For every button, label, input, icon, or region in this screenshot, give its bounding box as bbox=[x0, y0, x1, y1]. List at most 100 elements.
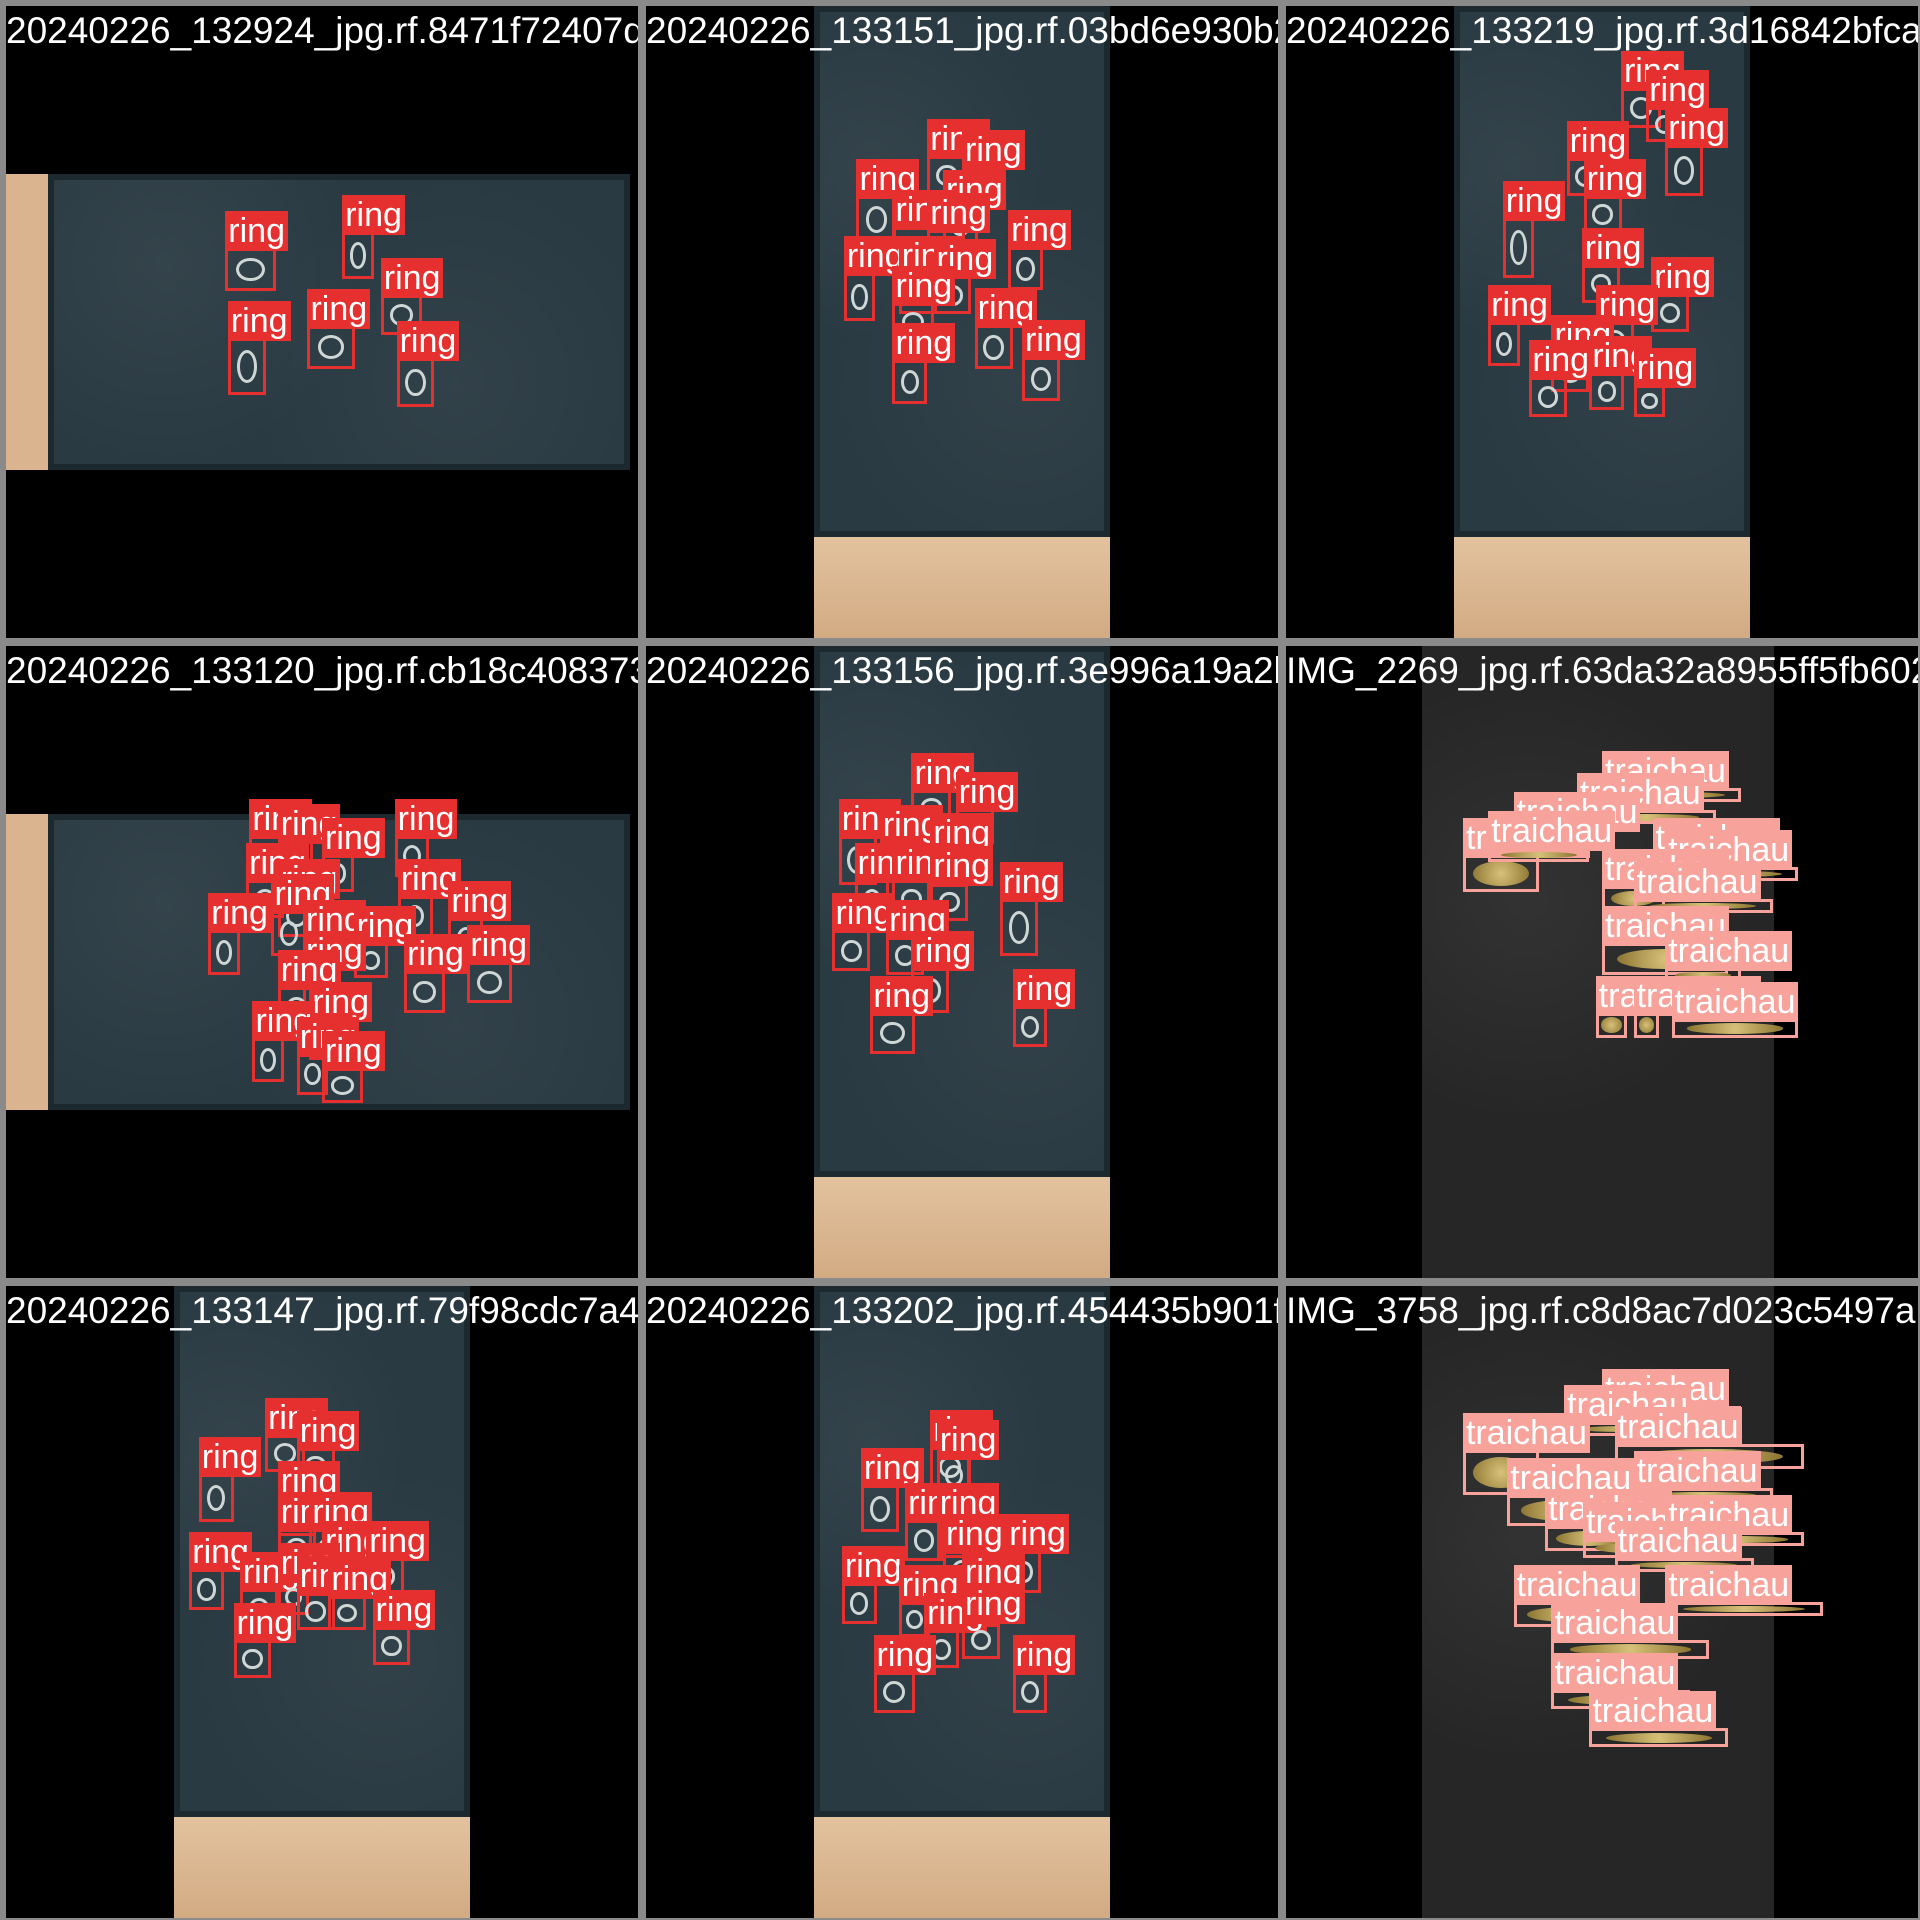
detection-label: ring bbox=[208, 893, 271, 934]
detection-box: traichau bbox=[1633, 975, 1761, 1038]
ring-object bbox=[236, 350, 257, 384]
detection-box: ring bbox=[1012, 969, 1076, 1048]
gold-object bbox=[1649, 902, 1757, 909]
tray-rim bbox=[814, 6, 1110, 537]
gold-object bbox=[1601, 1017, 1622, 1033]
detection-label: ring bbox=[955, 772, 1019, 813]
detection-box: traichau bbox=[1633, 861, 1773, 913]
ring-object bbox=[305, 1601, 326, 1622]
detection-label: ring bbox=[943, 1514, 1006, 1555]
detection-label: ring bbox=[296, 1410, 360, 1451]
ring-object bbox=[349, 242, 367, 269]
ring-object bbox=[850, 1592, 869, 1615]
detection-box: ring bbox=[1008, 210, 1071, 291]
detection-label: traichau bbox=[1614, 1520, 1742, 1561]
detection-box: ring bbox=[394, 798, 458, 877]
ring-object bbox=[405, 368, 426, 397]
detection-label: ring bbox=[841, 1546, 905, 1587]
detection-box: ring bbox=[404, 934, 467, 1013]
detection-box: ring bbox=[873, 1634, 937, 1713]
tile-filename: 20240226_133147_jpg.rf.79f98cdc7a4d2e7b0… bbox=[6, 1290, 638, 1331]
gold-object bbox=[1472, 860, 1529, 887]
detection-label: ring bbox=[1566, 120, 1630, 161]
detection-label: ring bbox=[860, 1448, 924, 1489]
detection-box: ring bbox=[962, 1583, 1025, 1659]
detection-label: ring bbox=[307, 288, 371, 329]
gold-object bbox=[1638, 1017, 1654, 1033]
detection-label: ring bbox=[448, 880, 512, 921]
detection-box: ring bbox=[930, 846, 994, 921]
ring-object bbox=[1020, 1680, 1040, 1704]
ring-object bbox=[477, 971, 502, 994]
image-tile: 20240226_133219_jpg.rf.3d16842bfca0b9e4f… bbox=[1286, 6, 1918, 638]
image-tile: 20240226_133147_jpg.rf.79f98cdc7a4d2e7b0… bbox=[6, 1286, 638, 1918]
tile-filename: 20240226_133151_jpg.rf.03bd6e930b2d9987c… bbox=[646, 10, 1278, 51]
detection-box: ring bbox=[396, 321, 460, 408]
ring-object bbox=[197, 1578, 216, 1601]
image-tile: 20240226_133151_jpg.rf.03bd6e930b2d9987c… bbox=[646, 6, 1278, 638]
ring-object bbox=[236, 257, 265, 282]
ring-object bbox=[1597, 381, 1616, 402]
ring-object bbox=[970, 1629, 992, 1651]
ring-object bbox=[215, 940, 233, 965]
detection-box: traichau bbox=[1665, 931, 1793, 983]
detection-label: ring bbox=[879, 804, 943, 845]
detection-box: ring bbox=[227, 300, 291, 396]
tray-rim bbox=[814, 1286, 1110, 1817]
ring-object bbox=[1495, 331, 1513, 357]
gold-object bbox=[1630, 1561, 1738, 1568]
wood-surface bbox=[174, 1816, 470, 1918]
detection-box: ring bbox=[296, 1410, 360, 1483]
detection-label: ring bbox=[962, 1583, 1025, 1624]
detection-label: ring bbox=[892, 266, 956, 307]
detection-label: traichau bbox=[1462, 1413, 1590, 1454]
detection-box: ring bbox=[870, 975, 934, 1054]
image-tile: 20240226_133202_jpg.rf.454435b901f48e3e7… bbox=[646, 1286, 1278, 1918]
detection-box: ring bbox=[342, 194, 405, 279]
detection-label: ring bbox=[1581, 228, 1645, 269]
gold-object bbox=[1500, 852, 1577, 859]
ring-object bbox=[1030, 366, 1052, 392]
ring-object bbox=[1538, 386, 1559, 408]
detection-box: traichau bbox=[1513, 1565, 1641, 1628]
detection-box: ring bbox=[1022, 319, 1085, 401]
detection-label: ring bbox=[467, 925, 531, 965]
detection-label: ring bbox=[1583, 158, 1647, 199]
wood-surface bbox=[1454, 536, 1750, 638]
gold-object bbox=[1593, 814, 1700, 821]
detection-label: ring bbox=[372, 1590, 436, 1631]
tray-rim bbox=[1454, 6, 1750, 537]
detection-box: ring bbox=[233, 1602, 297, 1678]
detection-label: ring bbox=[930, 846, 994, 886]
detection-label: traichau bbox=[1589, 1691, 1717, 1732]
detection-box: ring bbox=[841, 1546, 905, 1625]
detection-label: traichau bbox=[1551, 1602, 1679, 1643]
ring-object bbox=[869, 1495, 891, 1522]
detection-box: ring bbox=[189, 1532, 252, 1611]
detection-label: ring bbox=[962, 130, 1025, 171]
detection-box: ring bbox=[1665, 108, 1728, 196]
detection-label: traichau bbox=[1488, 811, 1616, 852]
detection-label: traichau bbox=[1665, 1565, 1793, 1605]
detection-label: ring bbox=[1502, 180, 1566, 221]
wood-surface bbox=[814, 1176, 1110, 1278]
detection-label: ring bbox=[227, 300, 291, 341]
detection-label: ring bbox=[1022, 319, 1085, 360]
ring-object bbox=[1510, 230, 1527, 266]
detection-box: ring bbox=[933, 239, 997, 315]
ring-object bbox=[906, 1610, 923, 1629]
detection-box: traichau bbox=[1589, 1691, 1729, 1748]
detection-box: ring bbox=[1012, 1634, 1076, 1713]
image-tile: IMG_3758_jpg.rf.c8d8ac7d023c5497a18f trai… bbox=[1286, 1286, 1918, 1918]
detection-box: ring bbox=[1583, 158, 1647, 234]
ring-object bbox=[413, 980, 436, 1004]
detection-box: ring bbox=[974, 288, 1038, 370]
ring-object bbox=[913, 1529, 935, 1552]
detection-box: traichau bbox=[1614, 1520, 1754, 1572]
detection-box: ring bbox=[225, 211, 288, 292]
detection-box: ring bbox=[271, 874, 335, 956]
detection-label: ring bbox=[873, 1634, 937, 1675]
ring-object bbox=[1673, 156, 1695, 185]
photo bbox=[814, 6, 1110, 638]
ring-object bbox=[317, 335, 345, 360]
